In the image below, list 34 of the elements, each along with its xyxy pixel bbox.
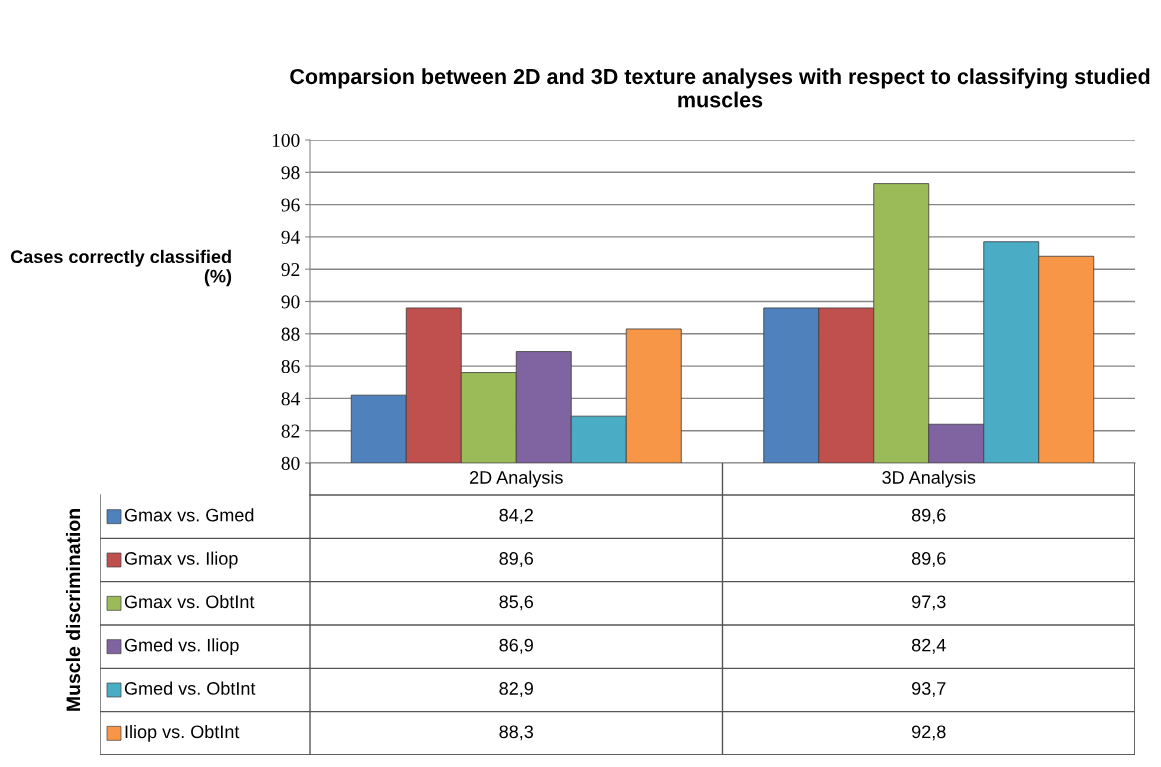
data-label: 82,4 (911, 638, 946, 654)
x-tick-label: 3D Analysis (882, 470, 976, 488)
data-label: 82,9 (499, 682, 533, 697)
y-tick-label: 98 (281, 166, 300, 180)
y-tick-label: 100 (272, 133, 300, 147)
data-label: 92,8 (912, 725, 946, 741)
y-axis-title: Cases correctly classified (%) (10, 249, 232, 287)
data-label: 93,7 (912, 682, 946, 697)
y-tick-label: 84 (281, 392, 300, 406)
data-label: 89,6 (911, 508, 946, 524)
legend-label: Iliop vs. ObtInt (125, 724, 240, 742)
legend-label: Gmax vs. Gmed (124, 508, 254, 522)
data-label: 85,6 (499, 595, 534, 611)
y-tick-label: 90 (281, 295, 300, 309)
legend-title: Muscle discrimination (65, 509, 81, 711)
y-tick-label: 86 (281, 359, 300, 374)
data-label: 84,2 (499, 508, 533, 524)
y-tick-label: 96 (281, 198, 300, 212)
y-tick-label: 94 (281, 230, 300, 244)
data-label: 88,3 (499, 725, 534, 741)
data-label: 97,3 (912, 595, 946, 611)
y-tick-label: 82 (281, 424, 300, 438)
legend-label: Gmax vs. Iliop (124, 551, 238, 569)
data-label: 89,6 (499, 552, 534, 567)
y-tick-label: 92 (281, 263, 300, 277)
legend-label: Gmed vs. Iliop (124, 638, 239, 656)
y-tick-label: 80 (281, 456, 300, 470)
data-label: 86,9 (499, 638, 533, 654)
y-tick-label: 88 (281, 327, 300, 341)
x-tick-label: 2D Analysis (469, 470, 563, 488)
chart-title: Comparsion between 2D and 3D texture analyses with respect to classifying studied muscles (290, 68, 1150, 108)
legend-label: Gmax vs. ObtInt (124, 594, 255, 609)
legend-label: Gmed vs. ObtInt (124, 681, 256, 695)
data-label: 89,6 (911, 552, 946, 567)
